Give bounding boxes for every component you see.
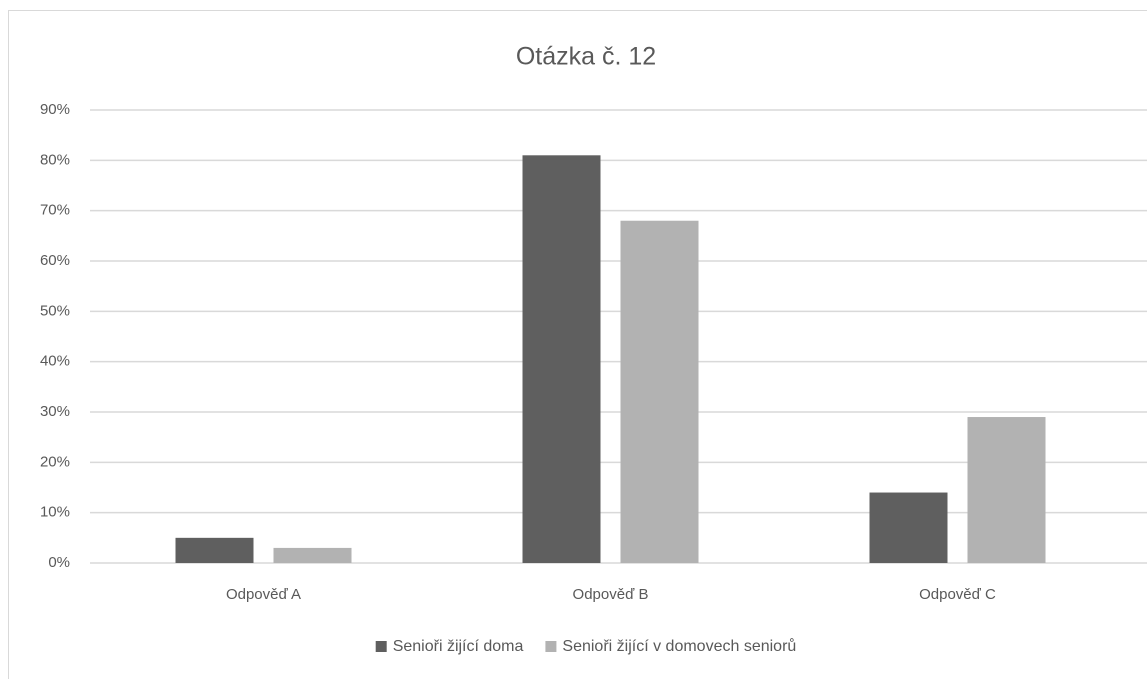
y-tick-label: 50% [40,302,70,319]
legend-label: Senioři žijící v domovech seniorů [562,637,796,655]
y-tick-label: 60% [40,252,70,269]
y-tick-label: 80% [40,151,70,168]
bar [870,493,948,563]
y-tick-label: 0% [48,554,70,571]
y-tick-label: 30% [40,403,70,420]
y-tick-label: 20% [40,453,70,470]
legend-swatch [376,641,387,652]
x-tick-label: Odpověď B [573,586,649,603]
y-tick-label: 70% [40,202,70,219]
legend-label: Senioři žijící doma [393,638,524,655]
y-tick-label: 40% [40,353,70,370]
bar [523,155,601,563]
y-tick-label: 90% [40,101,70,118]
legend-swatch [545,641,556,652]
bar [176,538,254,563]
x-tick-label: Odpověď A [226,586,301,603]
bar [274,548,352,563]
chart-title: Otázka č. 12 [516,43,656,71]
bar [968,417,1046,563]
bar [621,221,699,563]
y-tick-label: 10% [40,504,70,521]
x-tick-label: Odpověď C [919,586,996,603]
